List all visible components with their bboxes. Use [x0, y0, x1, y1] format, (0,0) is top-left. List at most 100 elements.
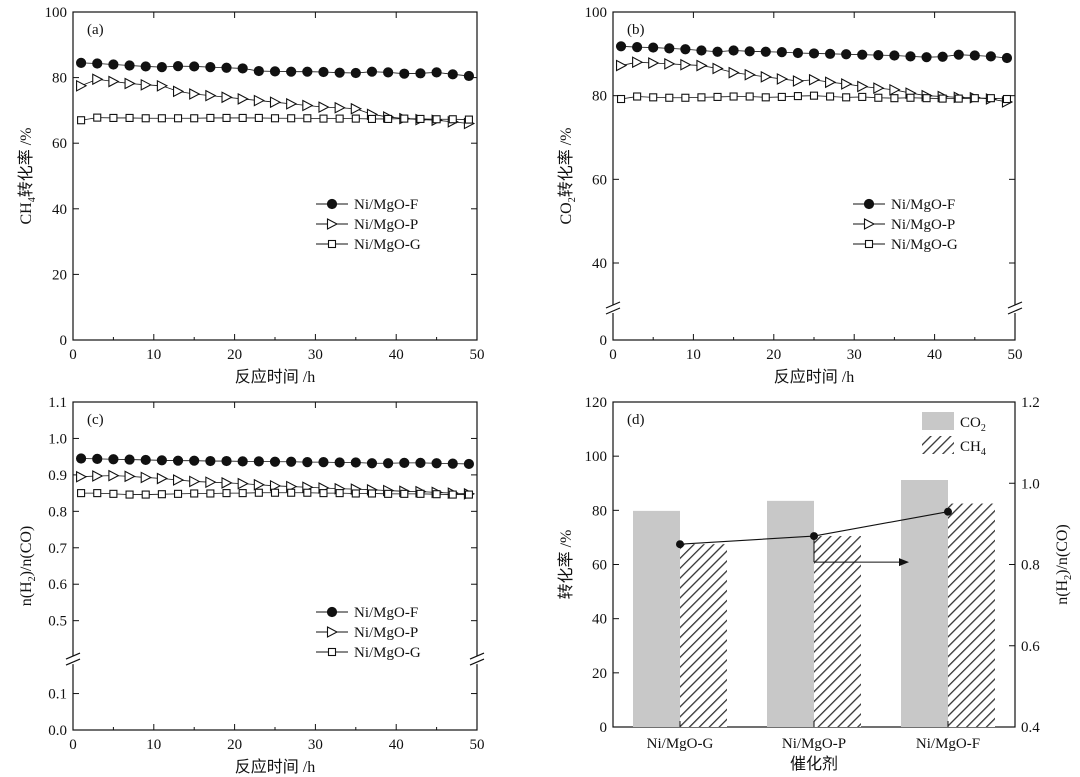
data-point [334, 101, 346, 114]
axis-break-mark [605, 307, 621, 315]
data-point [697, 93, 706, 102]
data-point [205, 455, 216, 467]
data-point [969, 50, 980, 61]
data-point [632, 56, 644, 69]
data-point [156, 79, 169, 92]
x-tick-label: 10 [146, 737, 161, 753]
y-axis-label: 转化率 /% [557, 530, 575, 600]
x-tick-label: 30 [847, 347, 862, 363]
data-point [124, 60, 135, 71]
data-point [447, 458, 458, 469]
data-point [302, 66, 313, 77]
data-point [350, 67, 361, 79]
data-point [190, 114, 199, 123]
data-point [432, 490, 441, 499]
data-point [189, 475, 201, 488]
series-Ni/MgO-G [616, 91, 1012, 104]
series-Ni/MgO-G [77, 488, 473, 499]
y-axis-label-rest: )/n(CO) [18, 526, 35, 577]
legend-marker [327, 647, 337, 657]
legend-label-sub: 2 [981, 423, 986, 434]
data-point [760, 70, 772, 83]
data-point [615, 59, 628, 72]
data-point [238, 113, 247, 122]
plot-frame [612, 11, 1016, 341]
y-tick-label: 40 [592, 256, 607, 272]
x-tick-label: 40 [927, 347, 942, 363]
panel-c: 0 10 20 30 40 50 0.0 0.1 0.5 0.6 0.7 0.8 0.9 1.0 1.1 Ni… [18, 395, 485, 776]
data-point [809, 91, 819, 100]
data-point [286, 456, 297, 467]
y-axis-label-main: CO [558, 202, 575, 224]
x-tick-label: 20 [227, 347, 242, 363]
legend-marker [326, 198, 338, 210]
axis-break-mark [469, 658, 485, 666]
y-tick-label: 1.0 [48, 431, 67, 447]
data-point [318, 66, 329, 78]
data-point [464, 115, 473, 124]
data-point [351, 114, 360, 123]
data-point [269, 66, 281, 77]
legend-marker [326, 626, 339, 638]
panel-a: 0 10 20 30 40 50 0 20 40 60 80 100 Ni/MgO-F Ni/MgO-P N… [17, 5, 485, 386]
legend-marker [863, 218, 876, 230]
data-point [712, 46, 723, 57]
y-axis-label: CH4转化率 /% [17, 127, 38, 224]
data-point [222, 489, 231, 498]
bar-co2 [901, 480, 948, 727]
data-point [1002, 94, 1012, 104]
data-point [205, 62, 216, 73]
data-point [384, 489, 393, 498]
data-point [648, 57, 660, 69]
data-point [269, 456, 281, 467]
legend-label: Ni/MgO-P [354, 217, 418, 233]
data-point [985, 51, 996, 62]
data-point [253, 478, 266, 491]
data-point [841, 49, 852, 60]
y2-axis-label-main: n(H [1054, 579, 1071, 604]
y-tick-label: 0.7 [48, 541, 67, 557]
data-point [140, 454, 151, 466]
legend-marker [326, 218, 339, 230]
panel-label: (d) [627, 412, 645, 428]
legend-label: Ni/MgO-P [354, 625, 418, 641]
data-point [108, 75, 120, 88]
y-tick-label: 120 [585, 395, 608, 411]
data-point [648, 42, 659, 53]
y-tick-label: 0 [60, 333, 68, 349]
data-point [286, 97, 298, 110]
plot-frame [72, 11, 478, 341]
data-point [124, 470, 136, 483]
series-Ni/MgO-F [615, 41, 1013, 64]
x-tick-label: Ni/MgO-G [647, 736, 714, 752]
data-point [75, 57, 87, 68]
data-point [92, 58, 103, 69]
panel-label: (b) [627, 22, 645, 38]
data-point [189, 61, 200, 72]
data-point [808, 73, 821, 86]
data-point [366, 66, 378, 77]
y-tick-label: 0.9 [48, 468, 67, 484]
data-point [367, 114, 377, 123]
data-point [350, 457, 361, 468]
data-point [729, 92, 738, 101]
data-point [319, 489, 328, 498]
data-point [156, 62, 167, 73]
y-tick-label: 0.8 [48, 504, 67, 520]
data-point [157, 114, 166, 123]
series-Ni/MgO-G [77, 113, 473, 125]
x-tick-label: 0 [69, 737, 77, 753]
data-point [890, 94, 899, 103]
x-tick-label: Ni/MgO-P [782, 736, 846, 752]
bar-ch4 [948, 503, 995, 727]
panel-label: (c) [87, 412, 104, 428]
y2-tick-label: 0.8 [1021, 558, 1040, 574]
data-point [189, 455, 200, 466]
data-point [954, 94, 963, 103]
y-tick-label: 20 [592, 666, 607, 682]
legend-marker [863, 198, 875, 210]
x-tick-label: 10 [686, 347, 701, 363]
x-tick-label: 30 [308, 347, 323, 363]
data-point [93, 113, 102, 122]
